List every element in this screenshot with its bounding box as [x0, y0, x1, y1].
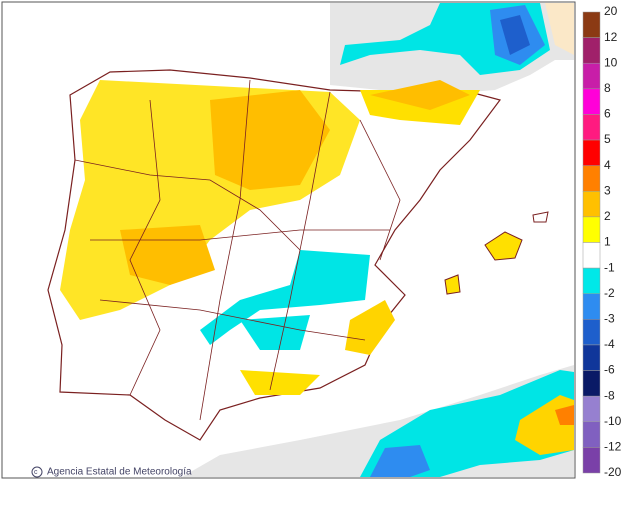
island [532, 211, 549, 223]
legend-label: -10 [604, 414, 622, 428]
legend-label: -4 [604, 337, 615, 351]
legend-label: 3 [604, 183, 611, 197]
map: c Agencia Estatal de Meteorología [1, 1, 576, 479]
island [484, 231, 523, 261]
legend-swatch [582, 421, 601, 448]
legend-label: 4 [604, 158, 611, 172]
legend-label: -8 [604, 388, 615, 402]
legend-swatch [582, 293, 601, 320]
legend-label: 2 [604, 209, 611, 223]
legend-swatch [582, 216, 601, 243]
legend-swatch [582, 191, 601, 218]
legend-label: -3 [604, 312, 615, 326]
legend-swatch [582, 165, 601, 192]
legend-label: 10 [604, 55, 618, 69]
anomaly-blob [210, 90, 330, 190]
legend-label: 6 [604, 107, 611, 121]
anomaly-blob [500, 15, 530, 55]
legend-swatch [582, 62, 601, 90]
legend-swatch [582, 139, 601, 166]
anomaly-blob [345, 300, 395, 355]
legend-swatch [582, 395, 601, 423]
legend-swatch [582, 319, 601, 346]
legend-label: 12 [604, 30, 618, 44]
anomaly-blob [370, 445, 430, 477]
legend-swatch [582, 11, 601, 38]
anomaly-blob [555, 405, 574, 425]
colorbar: 20 12 10 8 6 5 4 3 2 1 -1 -2 -3 -4 -6 -8 -10 -12 -20 [582, 4, 622, 479]
legend-label: 5 [604, 132, 611, 146]
anomaly-blob [370, 80, 470, 110]
credit-icon-c: c [34, 469, 38, 476]
legend-label: -6 [604, 363, 615, 377]
legend-label: 8 [604, 81, 611, 95]
legend-swatch [582, 344, 601, 371]
legend-swatch [582, 370, 601, 397]
france-tint [545, 3, 574, 55]
legend-label: 20 [604, 4, 618, 18]
border [74, 79, 401, 421]
legend-swatch [582, 88, 601, 115]
legend-swatch [582, 37, 601, 64]
island [444, 274, 461, 295]
legend-label: 1 [604, 235, 611, 249]
legend-label: -1 [604, 260, 615, 274]
legend-swatch [582, 447, 601, 474]
legend-label: -2 [604, 286, 615, 300]
anomaly-blob [240, 370, 320, 395]
legend-label: -12 [604, 440, 622, 454]
anomaly-blob [240, 315, 310, 350]
legend-label: -20 [604, 465, 622, 479]
legend-swatch [582, 242, 601, 269]
credit-icon [31, 466, 43, 478]
legend-swatch [582, 114, 601, 141]
credit: Agencia Estatal de Meteorología [47, 467, 192, 478]
legend-swatch [582, 267, 601, 294]
